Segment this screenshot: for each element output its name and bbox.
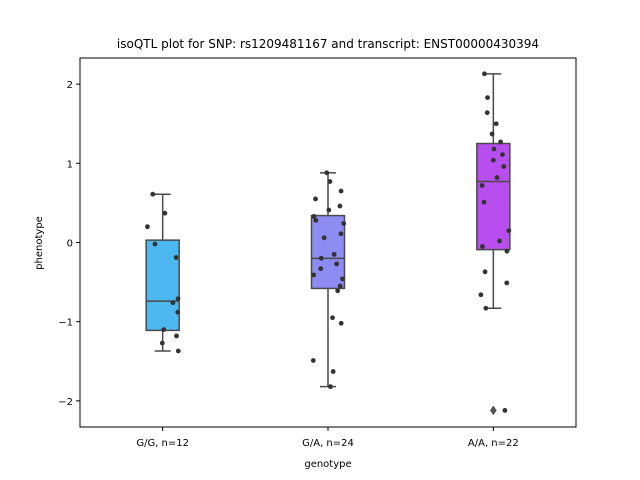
data-point bbox=[150, 191, 156, 197]
data-point bbox=[490, 157, 496, 163]
data-point bbox=[311, 213, 317, 219]
y-tick-label: 2 bbox=[67, 80, 73, 91]
x-axis-ticks: G/G, n=12 G/A, n=24 A/A, n=22 bbox=[136, 427, 519, 449]
data-point bbox=[326, 207, 332, 213]
data-point bbox=[480, 244, 485, 249]
data-point bbox=[491, 146, 497, 152]
data-point bbox=[484, 110, 490, 116]
data-point bbox=[338, 320, 344, 326]
data-point bbox=[504, 280, 510, 286]
data-point bbox=[159, 340, 165, 346]
data-point bbox=[310, 358, 316, 363]
data-point bbox=[341, 221, 347, 226]
data-point bbox=[493, 121, 499, 127]
data-point bbox=[175, 348, 181, 354]
data-point bbox=[175, 296, 181, 302]
data-point bbox=[173, 255, 179, 260]
box-iqr bbox=[476, 142, 511, 251]
data-point bbox=[338, 188, 344, 194]
data-point bbox=[331, 251, 337, 257]
y-axis-label: phenotype bbox=[34, 216, 45, 270]
data-point bbox=[479, 183, 485, 188]
x-tick-label: A/A, n=22 bbox=[468, 438, 519, 449]
data-point bbox=[174, 333, 179, 339]
data-point bbox=[334, 261, 340, 267]
data-point bbox=[321, 235, 327, 241]
data-point bbox=[497, 238, 502, 244]
data-point bbox=[506, 228, 512, 234]
x-axis-label: genotype bbox=[304, 459, 351, 470]
data-point bbox=[482, 71, 487, 77]
data-point bbox=[328, 384, 333, 390]
data-point bbox=[313, 217, 319, 223]
y-tick-label: −2 bbox=[58, 397, 73, 408]
data-point bbox=[162, 210, 168, 216]
data-point bbox=[498, 139, 504, 145]
data-point bbox=[485, 95, 490, 100]
data-point bbox=[494, 175, 500, 180]
data-point bbox=[175, 309, 181, 315]
y-axis-ticks: −2 −1 0 1 2 bbox=[58, 80, 80, 408]
chart-title: isoQTL plot for SNP: rs1209481167 and tr… bbox=[117, 37, 539, 51]
data-point bbox=[152, 241, 158, 247]
box-iqr bbox=[310, 214, 346, 290]
data-point bbox=[327, 179, 333, 184]
data-point bbox=[318, 266, 324, 272]
data-point bbox=[313, 196, 318, 202]
data-point bbox=[482, 269, 488, 275]
data-point bbox=[330, 315, 335, 321]
data-point bbox=[478, 292, 484, 298]
plot-area bbox=[145, 71, 512, 416]
data-point bbox=[337, 283, 343, 289]
data-point bbox=[335, 288, 341, 294]
box-iqr bbox=[145, 239, 180, 332]
data-point bbox=[489, 131, 495, 137]
data-point bbox=[161, 327, 167, 333]
y-tick-label: 1 bbox=[67, 159, 73, 170]
data-point bbox=[500, 152, 505, 158]
y-tick-label: −1 bbox=[58, 318, 73, 329]
data-point bbox=[337, 203, 343, 209]
data-point bbox=[170, 300, 176, 306]
x-tick-label: G/G, n=12 bbox=[136, 438, 189, 449]
outlier-marker bbox=[490, 405, 497, 416]
data-point bbox=[311, 272, 317, 278]
data-point bbox=[318, 255, 324, 261]
x-tick-label: G/A, n=24 bbox=[302, 438, 354, 449]
data-point bbox=[483, 305, 489, 311]
y-tick-label: 0 bbox=[67, 239, 73, 250]
data-point bbox=[324, 170, 330, 176]
data-point bbox=[330, 369, 336, 374]
data-point bbox=[338, 231, 344, 237]
data-point bbox=[501, 164, 507, 169]
data-point bbox=[145, 224, 150, 230]
data-point bbox=[504, 248, 510, 254]
data-point bbox=[481, 199, 487, 205]
data-point bbox=[502, 407, 508, 413]
data-point bbox=[340, 276, 345, 282]
